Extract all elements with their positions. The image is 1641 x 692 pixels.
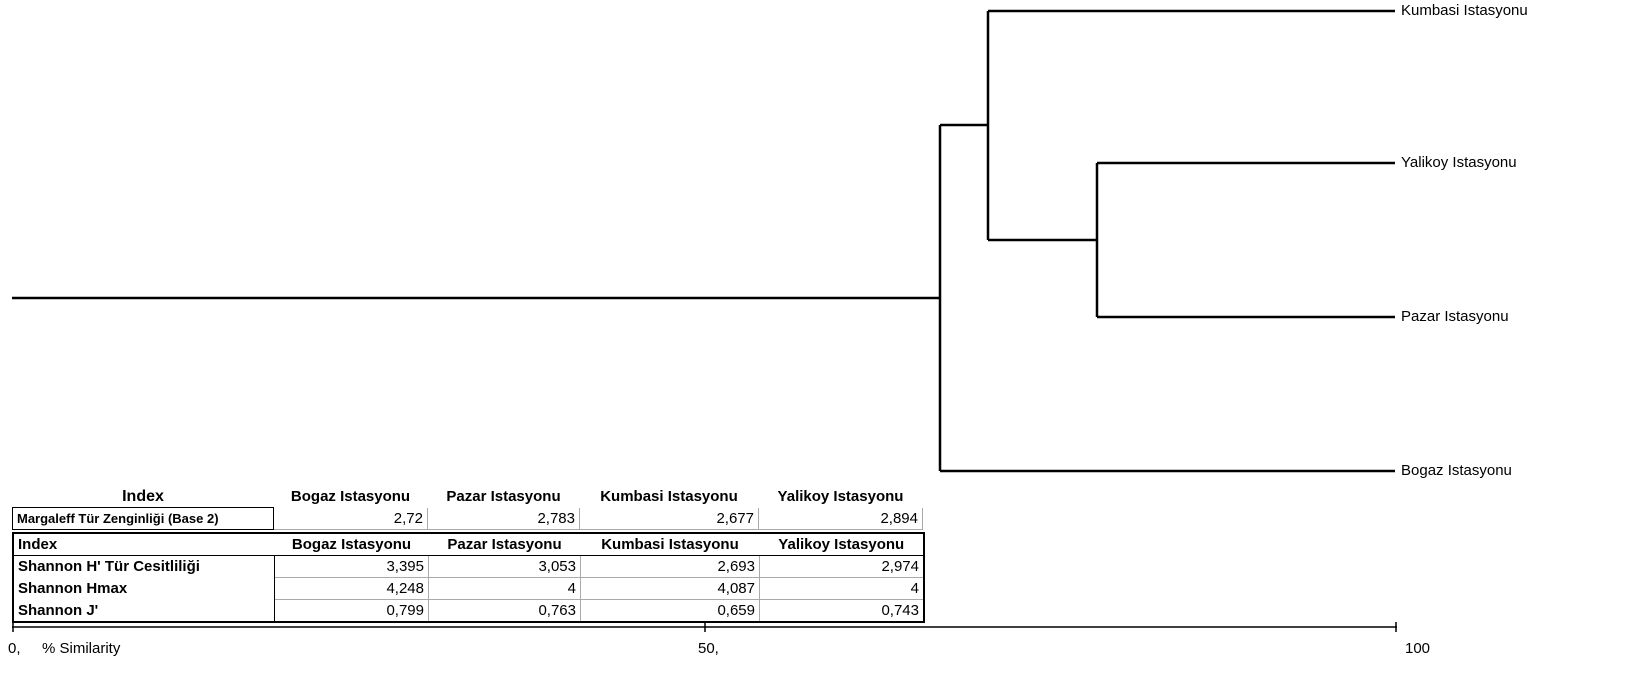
leaf-label-pazar: Pazar Istasyonu xyxy=(1401,308,1509,325)
cell-value: 2,693 xyxy=(580,555,760,578)
cell-value: 0,763 xyxy=(428,599,581,623)
shannon-table: Index Bogaz Istasyonu Pazar Istasyonu Ku… xyxy=(12,532,925,623)
cell-value: 4,248 xyxy=(274,577,429,600)
x-axis-tick-label-100: 100 xyxy=(1405,640,1431,657)
cell-value: 2,72 xyxy=(273,507,428,530)
row-label: Shannon J' xyxy=(13,599,275,622)
leaf-label-yalikoy: Yalikoy Istasyonu xyxy=(1401,154,1517,171)
table-row: Shannon Hmax 4,248 4 4,087 4 xyxy=(13,577,925,600)
x-axis-title: % Similarity xyxy=(42,640,121,657)
column-header: Pazar Istasyonu xyxy=(446,488,561,506)
column-header: Yalikoy Istasyonu xyxy=(777,488,904,506)
cell-value: 0,743 xyxy=(759,599,925,623)
table-row: Shannon H' Tür Cesitliliği 3,395 3,053 2… xyxy=(13,555,925,578)
cell-value: 0,659 xyxy=(580,599,760,623)
cell-value: 3,053 xyxy=(428,555,581,578)
column-header: Kumbasi Istasyonu xyxy=(600,488,738,506)
table-row: Shannon J' 0,799 0,763 0,659 0,743 xyxy=(13,599,925,623)
leaf-label-bogaz: Bogaz Istasyonu xyxy=(1401,462,1512,479)
column-header: Pazar Istasyonu xyxy=(428,533,581,556)
cell-value: 4 xyxy=(428,577,581,600)
cell-value: 4,087 xyxy=(580,577,760,600)
margalef-table: Index Bogaz Istasyonu Pazar Istasyonu Ku… xyxy=(12,486,923,530)
index-header: Index xyxy=(13,533,275,556)
column-header: Bogaz Istasyonu xyxy=(274,533,429,556)
table-header-row: Index Bogaz Istasyonu Pazar Istasyonu Ku… xyxy=(13,533,924,556)
cell-value: 2,677 xyxy=(579,507,759,530)
column-header: Bogaz Istasyonu xyxy=(290,488,411,506)
leaf-label-kumbasi: Kumbasi Istasyonu xyxy=(1401,2,1528,19)
table-header-row: Index Bogaz Istasyonu Pazar Istasyonu Ku… xyxy=(13,486,923,508)
cell-value: 3,395 xyxy=(274,555,429,578)
row-label: Margaleff Tür Zenginliği (Base 2) xyxy=(12,507,274,530)
cell-value: 2,974 xyxy=(759,555,925,578)
cell-value: 2,783 xyxy=(427,507,580,530)
column-header: Yalikoy Istasyonu xyxy=(759,533,924,556)
row-label: Shannon H' Tür Cesitliliği xyxy=(13,555,275,578)
cell-value: 2,894 xyxy=(758,507,923,530)
cell-value: 4 xyxy=(759,577,925,600)
x-axis-tick-label-50: 50, xyxy=(698,640,719,657)
cell-value: 0,799 xyxy=(274,599,429,623)
row-label: Shannon Hmax xyxy=(13,577,275,600)
index-header: Index xyxy=(122,487,164,505)
column-header: Kumbasi Istasyonu xyxy=(580,533,760,556)
table-row: Margaleff Tür Zenginliği (Base 2) 2,72 2… xyxy=(12,507,923,530)
x-axis-tick-label-0: 0, xyxy=(8,640,21,657)
